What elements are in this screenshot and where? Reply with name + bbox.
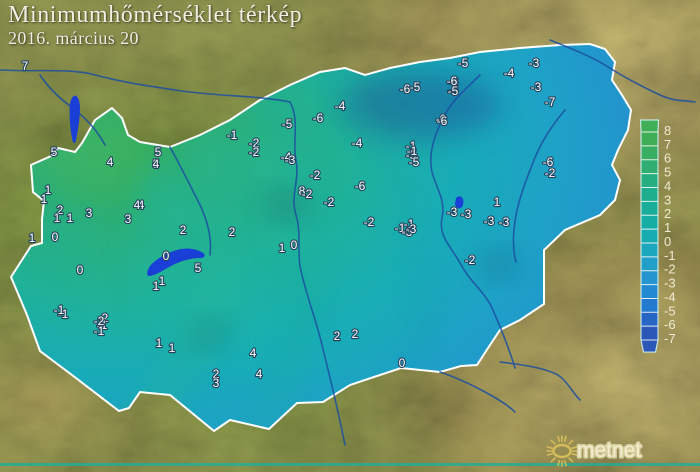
svg-text:metnet: metnet: [577, 439, 641, 462]
